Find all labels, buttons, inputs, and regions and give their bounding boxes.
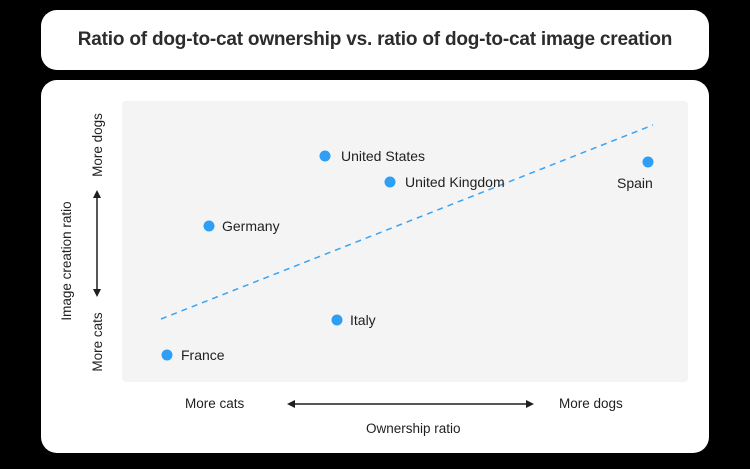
point-label-france: France (181, 347, 225, 363)
chart-title: Ratio of dog-to-cat ownership vs. ratio … (77, 29, 673, 50)
point-label-germany: Germany (222, 218, 280, 234)
data-point-germany (203, 220, 215, 232)
trendline (160, 124, 654, 320)
point-label-united-kingdom: United Kingdom (405, 174, 505, 190)
y-axis-title: Image creation ratio (59, 201, 74, 321)
data-point-spain (642, 156, 654, 168)
data-point-united-states (319, 150, 331, 162)
x-axis-high-label: More dogs (559, 396, 623, 411)
y-axis-low-label: More cats (90, 312, 105, 372)
data-point-united-kingdom (384, 176, 396, 188)
data-points (161, 150, 654, 361)
data-point-italy (331, 314, 343, 326)
y-axis-high-label: More dogs (90, 113, 105, 177)
point-label-italy: Italy (350, 312, 376, 328)
x-axis-low-label: More cats (185, 396, 245, 411)
point-label-united-states: United States (341, 148, 426, 164)
data-point-france (161, 349, 173, 361)
title-card: Ratio of dog-to-cat ownership vs. ratio … (41, 10, 709, 70)
point-label-spain: Spain (617, 175, 653, 191)
x-axis-title: Ownership ratio (366, 421, 461, 436)
